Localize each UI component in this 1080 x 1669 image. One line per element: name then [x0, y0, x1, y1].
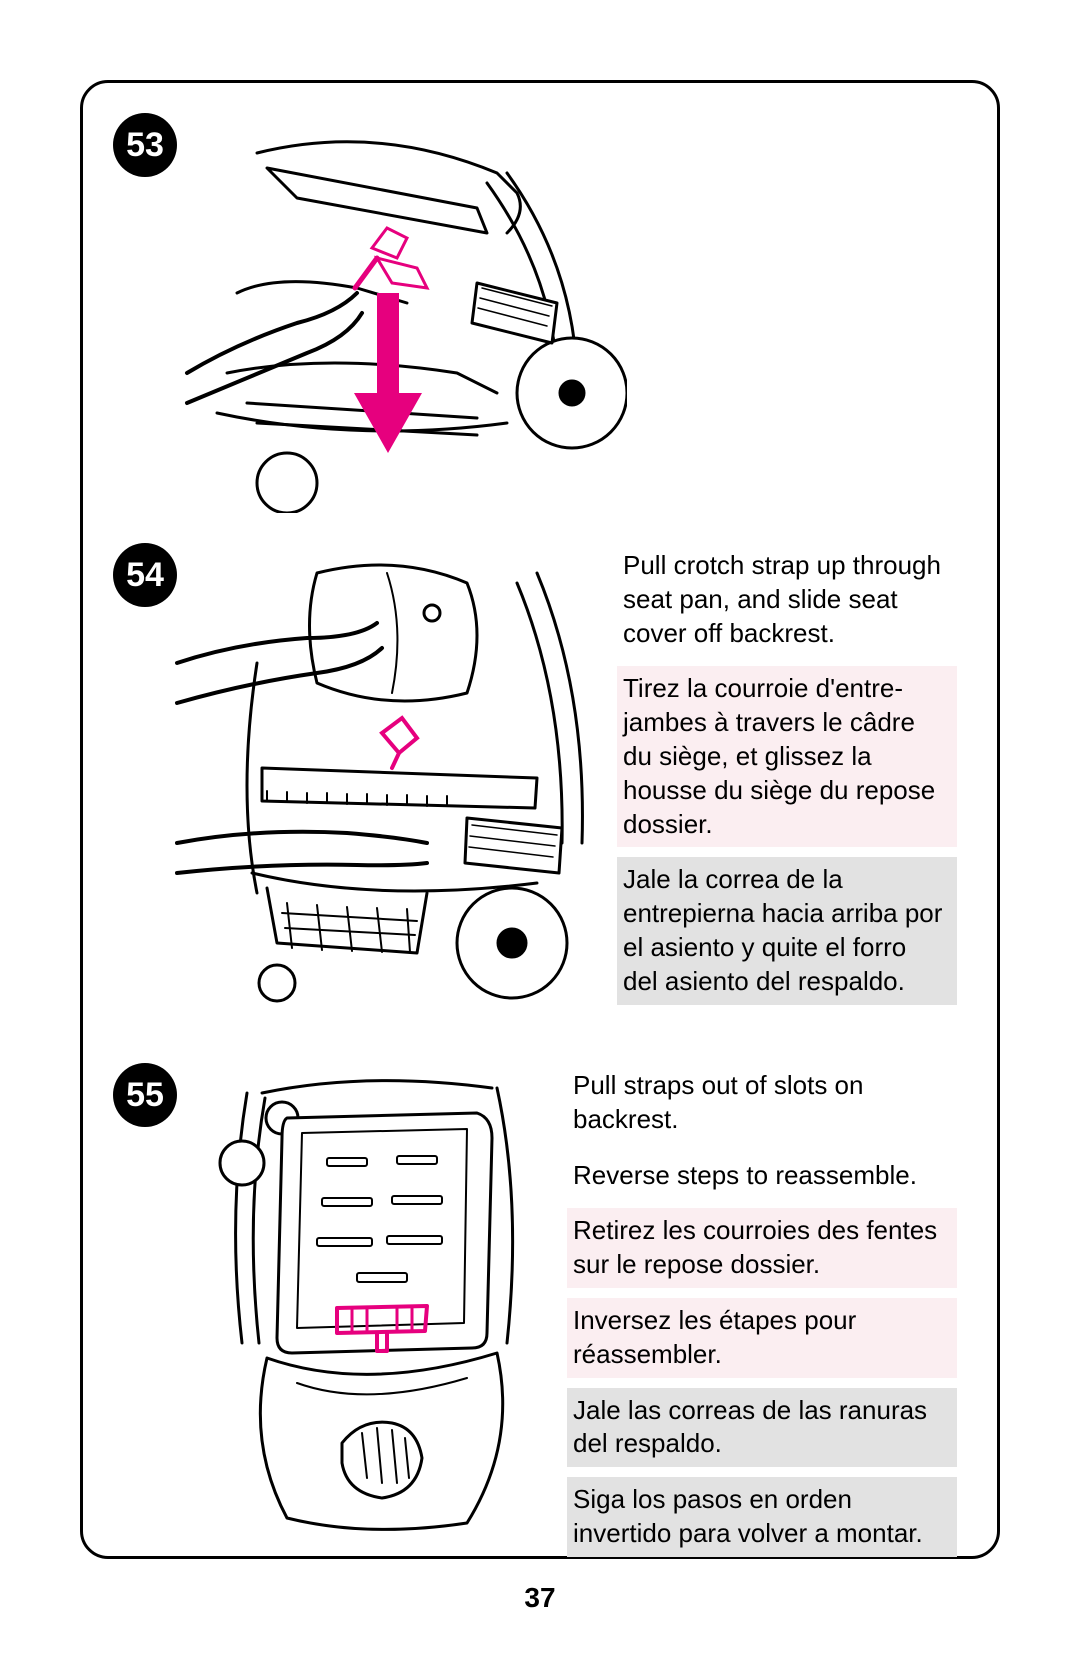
page-number: 37 — [0, 1582, 1080, 1614]
step-number-badge: 55 — [113, 1063, 177, 1127]
page-frame: 53 — [80, 80, 1000, 1559]
step-55-fr2: Inversez les étapes pour réassembler. — [567, 1298, 957, 1378]
step-badge-wrap: 53 — [113, 113, 177, 177]
step-55-fr1: Retirez les courroies des fentes sur le … — [567, 1208, 957, 1288]
step-53: 53 — [113, 113, 957, 533]
step-54-illustration — [167, 543, 607, 1003]
step-54-fr: Tirez la courroie d'entre-jambes à trave… — [617, 666, 957, 847]
step-55-illustration — [187, 1063, 547, 1543]
step-number-badge: 54 — [113, 543, 177, 607]
step-55-en2: Reverse steps to reassemble. — [567, 1153, 957, 1199]
step-badge-wrap: 55 — [113, 1063, 177, 1127]
step-badge-wrap: 54 — [113, 543, 177, 607]
step-54-text: Pull crotch strap up through seat pan, a… — [617, 543, 957, 1005]
step-54-en: Pull crotch strap up through seat pan, a… — [617, 543, 957, 656]
step-55-text: Pull straps out of slots on backrest. Re… — [567, 1063, 957, 1557]
step-53-illustration — [177, 113, 627, 513]
step-54: 54 — [113, 543, 957, 1033]
step-55-es2: Siga los pasos en orden invertido para v… — [567, 1477, 957, 1557]
step-54-es: Jale la correa de la entrepierna hacia a… — [617, 857, 957, 1004]
step-55-es1: Jale las correas de las ranuras del resp… — [567, 1388, 957, 1468]
step-number-badge: 53 — [113, 113, 177, 177]
step-55-en1: Pull straps out of slots on backrest. — [567, 1063, 957, 1143]
step-55: 55 — [113, 1063, 957, 1553]
